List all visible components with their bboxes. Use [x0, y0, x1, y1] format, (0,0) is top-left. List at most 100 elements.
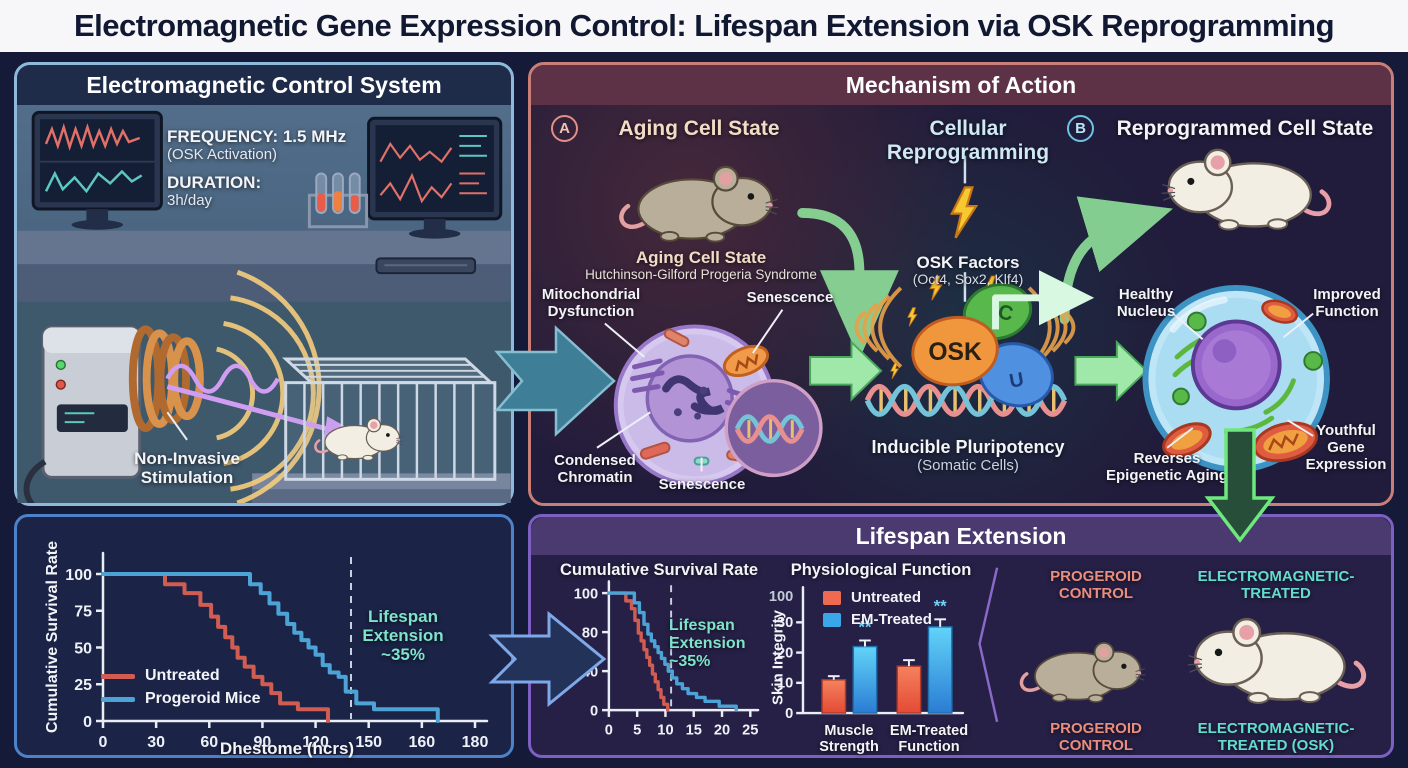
mechanism-illustration: C U OSK	[596, 65, 1391, 487]
arrow-agingcell-to-osk	[809, 339, 883, 402]
svg-text:150: 150	[355, 734, 382, 751]
svg-text:120: 120	[302, 734, 329, 751]
noninvasive-pointer-line	[166, 411, 188, 441]
em-treated-mouse	[1188, 619, 1364, 703]
pluripotency-sub: (Somatic Cells)	[917, 457, 1019, 474]
bar-legend: Untreated EM-Treated	[823, 589, 932, 628]
svg-text:20: 20	[777, 645, 793, 661]
mini-lifespan-annotation: Lifespan Extension ~35%	[669, 617, 746, 670]
bar-ylabel: Skin Integrity	[769, 609, 787, 706]
mechanism-header: Mechanism of Action	[531, 65, 1391, 105]
osk-factors-sub: (Oct4, Sox2, Klf4)	[912, 271, 1024, 287]
untreated-legend-label: Untreated	[145, 667, 220, 684]
duration-label: DURATION:	[167, 173, 262, 192]
flow-arrow-aging-to-center	[797, 208, 899, 359]
bar-category-1: Muscle Strength	[819, 723, 879, 756]
progeroid-bottom-label: PROGEROID CONTROL	[1050, 720, 1142, 754]
dna-inset	[724, 378, 823, 478]
svg-text:160: 160	[409, 734, 436, 751]
teal-waveform	[44, 169, 143, 194]
svg-text:10: 10	[777, 676, 793, 692]
arrow-osk-to-healthycell	[1074, 339, 1148, 402]
aging-mouse	[621, 167, 778, 242]
reprogrammed-column-title: Reprogrammed Cell State	[1116, 117, 1374, 140]
progeroid-legend-label: Progeroid Mice	[145, 690, 261, 707]
healthy-cell-pointer-lines	[1166, 312, 1314, 449]
frequency-sublabel: (OSK Activation)	[167, 146, 278, 163]
survival-chart: 0 25 50 75 100 0 30 60 90 120 150 160 180	[65, 551, 489, 751]
frequency-label: FREQUENCY: 1.5 MHz	[167, 127, 347, 146]
small-bolt-left-icon	[929, 275, 943, 301]
aging-mouse-subcaption: Hutchinson-Gilford Progeria Syndrome	[585, 267, 817, 282]
keyboard	[375, 257, 477, 275]
svg-text:25: 25	[74, 677, 92, 694]
title-bar: Electromagnetic Gene Expression Control:…	[0, 0, 1408, 52]
svg-text:0: 0	[99, 734, 108, 751]
bar-emtreated-swatch	[823, 612, 841, 627]
badge-a: A	[551, 115, 578, 142]
healthy-nucleus-label: Healthy Nucleus	[1116, 286, 1176, 320]
svg-text:60: 60	[200, 734, 218, 751]
mechanism-panel: Mechanism of Action	[528, 62, 1394, 506]
progeroid-control-mouse	[1019, 641, 1148, 704]
transcription-arrow	[992, 270, 1095, 330]
em-treated-top-label: ELECTROMAGNETIC- TREATED	[1197, 568, 1355, 602]
em-wave-arcs	[216, 269, 322, 503]
svg-text:100: 100	[769, 589, 793, 605]
aging-nucleus	[645, 354, 734, 443]
page-title: Electromagnetic Gene Expression Control:…	[73, 8, 1335, 43]
signal-generator	[23, 325, 142, 503]
green-vesicles	[1172, 311, 1324, 406]
lifespan-panel: Lifespan Extension 0 40 80 100 0 5 10 15 20 25 0 10…	[528, 514, 1394, 758]
condensed-chromatin-label: Condensed Chromatin	[554, 452, 636, 486]
em-panel-header: Electromagnetic Control System	[17, 65, 511, 105]
survival-ylabel: Cumulative Survival Rate	[44, 540, 61, 734]
bar-untreated-swatch	[823, 590, 841, 605]
svg-text:90: 90	[254, 734, 272, 751]
osk-blob-label: OSK	[928, 339, 982, 366]
em-lab-illustration	[17, 110, 511, 503]
progeroid-swatch	[101, 696, 135, 702]
svg-text:5: 5	[633, 723, 641, 739]
pluripotency-title: Inducible Pluripotency	[871, 437, 1065, 457]
data-monitor-right	[367, 116, 503, 275]
em-arcs-left-icon	[854, 286, 903, 369]
youthful-gene-label: Youthful Gene Expression	[1305, 422, 1387, 473]
section-divider	[978, 567, 999, 723]
condensed-chromatin-squiggle	[662, 375, 725, 415]
svg-text:50: 50	[74, 640, 92, 657]
progeroid-top-label: PROGEROID CONTROL	[1050, 568, 1142, 602]
reverses-epigenetic-label: Reverses Epigenetic Aging	[1106, 450, 1228, 484]
svg-text:0: 0	[785, 706, 793, 722]
duration-value: 3h/day	[167, 192, 213, 209]
svg-text:80: 80	[582, 625, 598, 641]
reprogramming-column-title: Cellular Reprogramming	[886, 117, 1050, 164]
svg-text:0: 0	[590, 703, 598, 719]
svg-text:180: 180	[462, 734, 489, 751]
healthy-mouse	[1162, 150, 1329, 230]
em-treated-bottom-label: ELECTROMAGNETIC- TREATED (OSK)	[1197, 720, 1355, 754]
damaged-mitochondrion	[722, 344, 770, 378]
bar-chart-title: Physiological Function	[790, 561, 972, 579]
bar-untreated-label: Untreated	[851, 589, 922, 606]
osk-factors-title: OSK Factors	[916, 253, 1020, 272]
svg-text:25: 25	[742, 723, 758, 739]
lifespan-charts: 0 40 80 100 0 5 10 15 20 25 0 10 20 30 100 ** **	[574, 567, 1391, 739]
svg-text:100: 100	[65, 567, 92, 584]
svg-text:10: 10	[657, 723, 673, 739]
svg-text:**: **	[859, 618, 872, 637]
untreated-swatch	[101, 673, 135, 679]
improved-function-label: Improved Function	[1313, 286, 1381, 320]
aging-column-title: Aging Cell State	[618, 117, 780, 140]
svg-text:20: 20	[714, 723, 730, 739]
oct4-osk-blob	[911, 315, 999, 387]
bar-emtreated-label: EM-Treated	[851, 611, 932, 628]
survival-chart-panel: 0 25 50 75 100 0 30 60 90 120 150 160 180 Cumulative…	[14, 514, 514, 758]
waveform-monitor-left	[31, 110, 163, 230]
svg-text:0: 0	[83, 714, 92, 731]
senescence-top-label: Senescence	[746, 289, 834, 306]
red-waveform	[44, 122, 141, 151]
badge-b: B	[1067, 115, 1094, 142]
svg-text:100: 100	[574, 586, 598, 602]
